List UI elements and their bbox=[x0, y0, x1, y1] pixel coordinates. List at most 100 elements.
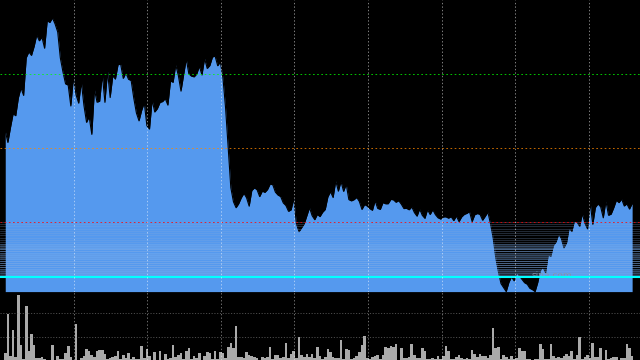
Bar bbox=[56, 356, 59, 360]
Bar bbox=[35, 358, 38, 360]
Bar bbox=[41, 357, 44, 360]
Bar bbox=[403, 359, 405, 360]
Bar bbox=[581, 359, 584, 360]
Bar bbox=[552, 356, 555, 360]
Bar bbox=[264, 359, 266, 360]
Bar bbox=[547, 359, 550, 360]
Bar bbox=[232, 348, 235, 360]
Bar bbox=[599, 348, 602, 360]
Bar bbox=[51, 345, 54, 360]
Bar bbox=[579, 337, 581, 360]
Bar bbox=[67, 346, 70, 360]
Bar bbox=[392, 347, 395, 360]
Bar bbox=[109, 358, 111, 360]
Bar bbox=[544, 359, 547, 360]
Bar bbox=[416, 358, 419, 360]
Bar bbox=[321, 359, 324, 360]
Bar bbox=[381, 355, 384, 360]
Bar bbox=[615, 357, 618, 360]
Bar bbox=[253, 357, 256, 360]
Bar bbox=[628, 347, 631, 360]
Bar bbox=[555, 358, 557, 360]
Bar bbox=[337, 357, 340, 360]
Bar bbox=[510, 356, 513, 360]
Bar bbox=[476, 357, 479, 360]
Bar bbox=[568, 356, 570, 360]
Bar bbox=[376, 355, 379, 360]
Bar bbox=[424, 351, 426, 360]
Bar bbox=[195, 358, 198, 360]
Bar bbox=[22, 359, 25, 360]
Bar bbox=[140, 346, 143, 360]
Bar bbox=[452, 359, 455, 360]
Bar bbox=[625, 345, 628, 360]
Bar bbox=[436, 356, 439, 360]
Bar bbox=[214, 351, 216, 360]
Bar bbox=[15, 357, 17, 360]
Bar bbox=[116, 351, 119, 360]
Bar bbox=[99, 350, 101, 360]
Bar bbox=[502, 355, 505, 360]
Bar bbox=[364, 336, 366, 360]
Bar bbox=[335, 358, 337, 360]
Bar bbox=[20, 345, 22, 360]
Bar bbox=[413, 355, 416, 360]
Bar bbox=[6, 314, 9, 360]
Bar bbox=[101, 350, 104, 360]
Bar bbox=[605, 350, 607, 360]
Bar bbox=[474, 354, 476, 360]
Bar bbox=[596, 357, 599, 360]
Bar bbox=[631, 356, 634, 360]
Bar bbox=[80, 357, 83, 360]
Bar bbox=[9, 356, 12, 360]
Bar bbox=[584, 357, 586, 360]
Bar bbox=[235, 327, 237, 360]
Bar bbox=[560, 359, 563, 360]
Bar bbox=[405, 358, 408, 360]
Bar bbox=[216, 359, 219, 360]
Bar bbox=[298, 337, 300, 360]
Bar bbox=[175, 357, 177, 360]
Bar bbox=[75, 324, 77, 360]
Bar bbox=[481, 356, 484, 360]
Bar bbox=[70, 357, 72, 360]
Bar bbox=[541, 349, 544, 360]
Bar bbox=[316, 347, 319, 360]
Bar bbox=[439, 359, 442, 360]
Bar bbox=[64, 353, 67, 360]
Bar bbox=[204, 356, 206, 360]
Bar bbox=[104, 354, 106, 360]
Bar bbox=[245, 352, 248, 360]
Bar bbox=[266, 357, 269, 360]
Bar bbox=[458, 355, 460, 360]
Bar bbox=[421, 348, 424, 360]
Bar bbox=[384, 347, 387, 360]
Bar bbox=[489, 355, 492, 360]
Text: sina.com: sina.com bbox=[531, 271, 572, 280]
Bar bbox=[390, 346, 392, 360]
Bar bbox=[261, 357, 264, 360]
Bar bbox=[145, 349, 148, 360]
Bar bbox=[495, 348, 497, 360]
Bar bbox=[12, 330, 15, 360]
Bar bbox=[455, 357, 458, 360]
Bar bbox=[185, 351, 188, 360]
Bar bbox=[484, 356, 486, 360]
Bar bbox=[219, 352, 221, 360]
Bar bbox=[125, 357, 127, 360]
Bar bbox=[513, 359, 515, 360]
Bar bbox=[371, 357, 374, 360]
Bar bbox=[426, 359, 429, 360]
Bar bbox=[353, 358, 355, 360]
Bar bbox=[355, 356, 358, 360]
Bar bbox=[395, 344, 397, 360]
Bar bbox=[30, 334, 33, 360]
Bar bbox=[589, 358, 591, 360]
Bar bbox=[290, 354, 292, 360]
Bar bbox=[408, 357, 410, 360]
Bar bbox=[154, 352, 156, 360]
Bar bbox=[524, 351, 526, 360]
Bar bbox=[342, 359, 345, 360]
Bar bbox=[230, 343, 232, 360]
Bar bbox=[594, 357, 596, 360]
